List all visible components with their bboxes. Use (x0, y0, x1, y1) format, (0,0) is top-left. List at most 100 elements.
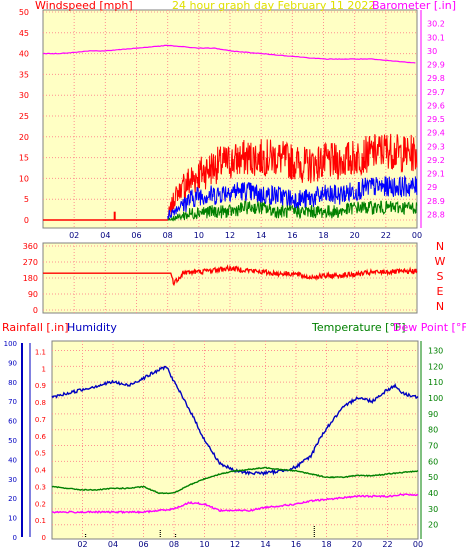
humidity-tick-label: 20 (8, 495, 17, 503)
graph-day-title: 24 hour graph day February 11 2022 (172, 0, 375, 12)
barometer-tick-label: 29.9 (427, 61, 445, 70)
time-tick-label: 02 (69, 231, 79, 240)
wind-direction-grid (43, 243, 417, 313)
humidity-axis-ticks: 0 10 20 30 40 50 60 70 80 90 100 (4, 340, 23, 542)
wind-time-axis-ticks: 02 04 06 08 10 12 14 16 18 20 22 00 (69, 231, 422, 240)
barometer-tick-label: 29.6 (427, 101, 445, 110)
compass-label-n: N (436, 240, 444, 253)
temperature-tick-label: 50 (428, 473, 438, 482)
rainfall-tick-label: 0.5 (35, 450, 46, 458)
time-tick-label: 04 (108, 540, 118, 549)
time-tick-label: 22 (382, 540, 392, 549)
time-tick-label: 20 (352, 540, 362, 549)
wind-minimum-line (167, 200, 418, 222)
humidity-axis-title: Humidity (67, 321, 117, 334)
time-tick-label: 20 (350, 231, 360, 240)
temperature-tick-label: 130 (428, 347, 443, 356)
temperature-tick-label: 70 (428, 442, 438, 451)
time-tick-label: 12 (230, 540, 240, 549)
temp-humidity-series (51, 365, 419, 537)
barometer-tick-label: 30 (427, 47, 437, 56)
temperature-tick-label: 30 (428, 505, 438, 514)
humidity-tick-label: 90 (8, 359, 17, 367)
humidity-line (51, 365, 419, 477)
barometer-tick-label: 30.2 (427, 20, 445, 29)
time-tick-label: 12 (225, 231, 235, 240)
windspeed-tick-label: 45 (19, 29, 29, 38)
compass-label-e: E (437, 285, 444, 298)
humidity-tick-label: 40 (8, 456, 17, 464)
humidity-tick-label: 70 (8, 398, 17, 406)
wind-direction-line (43, 264, 418, 287)
time-tick-label: 18 (318, 231, 328, 240)
temperature-tick-label: 90 (428, 410, 438, 419)
temp-time-axis-ticks: 02 04 06 08 10 12 14 16 18 20 22 00 (77, 540, 423, 549)
wind-gust-line (167, 133, 418, 221)
humidity-tick-label: 50 (8, 437, 17, 445)
rainfall-tick-label: 0.2 (35, 500, 46, 508)
direction-tick-label: 360 (23, 242, 38, 251)
windspeed-tick-label: 25 (19, 112, 29, 121)
barometer-tick-label: 28.8 (427, 210, 445, 219)
humidity-tick-label: 10 (8, 515, 17, 523)
time-tick-label: 14 (260, 540, 270, 549)
windspeed-tick-label: 5 (24, 195, 29, 204)
rainfall-tick-label: 0.6 (35, 433, 47, 441)
time-tick-label: 16 (291, 540, 301, 549)
time-tick-label: 14 (256, 231, 266, 240)
rainfall-axis-ticks: 0 0.1 0.2 0.3 0.4 0.5 0.6 0.7 0.8 0.9 1 1.1 (29, 343, 47, 542)
wind-direction-series (43, 264, 418, 287)
time-tick-label: 00 (413, 540, 423, 549)
direction-tick-label: 0 (33, 306, 38, 315)
humidity-tick-label: 100 (4, 340, 17, 348)
temperature-axis-ticks: 20 30 40 50 60 70 80 90 100 110 120 130 (420, 341, 443, 539)
rainfall-tick-label: 0.7 (35, 416, 46, 424)
windspeed-axis-ticks: 0 5 10 15 20 25 30 35 40 45 50 (19, 8, 29, 225)
windspeed-tick-label: 10 (19, 174, 29, 183)
temperature-tick-label: 40 (428, 489, 438, 498)
windspeed-tick-label: 50 (19, 8, 29, 17)
rainfall-tick-label: 0.3 (35, 483, 46, 491)
temperature-line (51, 466, 419, 495)
rainfall-tick-label: 0.9 (35, 382, 46, 390)
barometer-tick-label: 29.1 (427, 170, 445, 179)
direction-tick-label: 90 (28, 290, 38, 299)
compass-label-w: W (435, 255, 446, 268)
barometer-line (42, 44, 416, 64)
rainfall-tick-label: 0.1 (35, 517, 46, 525)
barometer-tick-label: 29.2 (427, 156, 445, 165)
windspeed-tick-label: 30 (19, 91, 29, 100)
direction-tick-label: 180 (23, 274, 38, 283)
compass-label-n: N (436, 300, 444, 313)
temperature-axis-title: Temperature [°F] (311, 321, 406, 334)
windspeed-tick-label: 35 (19, 70, 29, 79)
humidity-tick-label: 60 (8, 418, 17, 426)
compass-label-s: S (437, 270, 444, 283)
time-tick-label: 00 (412, 231, 422, 240)
barometer-tick-label: 29.4 (427, 129, 445, 138)
time-tick-label: 06 (131, 231, 141, 240)
temperature-tick-label: 100 (428, 394, 443, 403)
rainfall-axis-title: Rainfall [.in] (2, 321, 69, 334)
windspeed-tick-label: 40 (19, 50, 29, 59)
barometer-axis-title: Barometer [.in] (372, 0, 456, 12)
windspeed-axis-title: Windspeed [mph] (35, 0, 133, 12)
time-tick-label: 06 (138, 540, 148, 549)
time-tick-label: 16 (287, 231, 297, 240)
barometer-tick-label: 29.7 (427, 88, 445, 97)
rainfall-tick-label: 0.4 (35, 467, 47, 475)
time-tick-label: 10 (199, 540, 209, 549)
time-tick-label: 04 (100, 231, 110, 240)
time-tick-label: 08 (169, 540, 179, 549)
time-tick-label: 22 (381, 231, 391, 240)
dewpoint-line (51, 493, 419, 515)
time-tick-label: 10 (194, 231, 204, 240)
windspeed-tick-label: 20 (19, 133, 29, 142)
rainfall-tick-label: 1.1 (35, 348, 46, 356)
rainfall-tick-label: 1 (42, 365, 46, 373)
wind-average-line (167, 174, 418, 220)
rainfall-tick-label: 0.8 (35, 399, 46, 407)
